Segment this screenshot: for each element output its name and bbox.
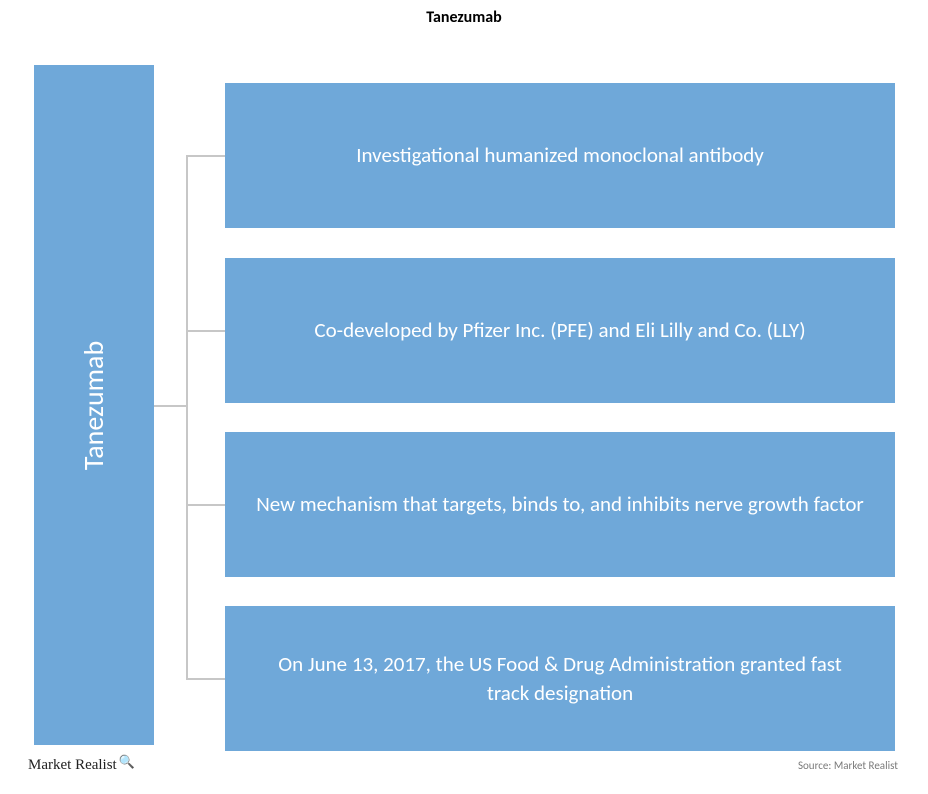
title-text: Tanezumab	[426, 8, 501, 27]
brand-footer: Market Realist 🔍	[28, 757, 135, 774]
source-footer: Source: Market Realist	[798, 759, 898, 772]
connector-branch-4	[186, 678, 225, 680]
child-label: New mechanism that targets, binds to, an…	[256, 490, 864, 518]
child-node-2: Co-developed by Pfizer Inc. (PFE) and El…	[225, 258, 895, 403]
child-node-1: Investigational humanized monoclonal ant…	[225, 83, 895, 228]
connector-vertical	[186, 155, 188, 679]
root-label: Tanezumab	[77, 340, 112, 469]
page-title: Tanezumab	[0, 0, 928, 35]
child-node-4: On June 13, 2017, the US Food & Drug Adm…	[225, 606, 895, 751]
diagram: Tanezumab Investigational humanized mono…	[0, 35, 928, 755]
connector-branch-1	[186, 155, 225, 157]
connector-main-h	[154, 405, 187, 407]
child-label: Co-developed by Pfizer Inc. (PFE) and El…	[314, 316, 805, 344]
source-text: Source: Market Realist	[798, 759, 898, 772]
magnifier-icon: 🔍	[119, 754, 135, 770]
root-node: Tanezumab	[34, 65, 154, 745]
child-node-3: New mechanism that targets, binds to, an…	[225, 432, 895, 577]
child-label: Investigational humanized monoclonal ant…	[356, 141, 764, 169]
brand-text: Market Realist	[28, 757, 117, 774]
child-label: On June 13, 2017, the US Food & Drug Adm…	[255, 650, 865, 707]
connector-branch-2	[186, 330, 225, 332]
connector-branch-3	[186, 504, 225, 506]
